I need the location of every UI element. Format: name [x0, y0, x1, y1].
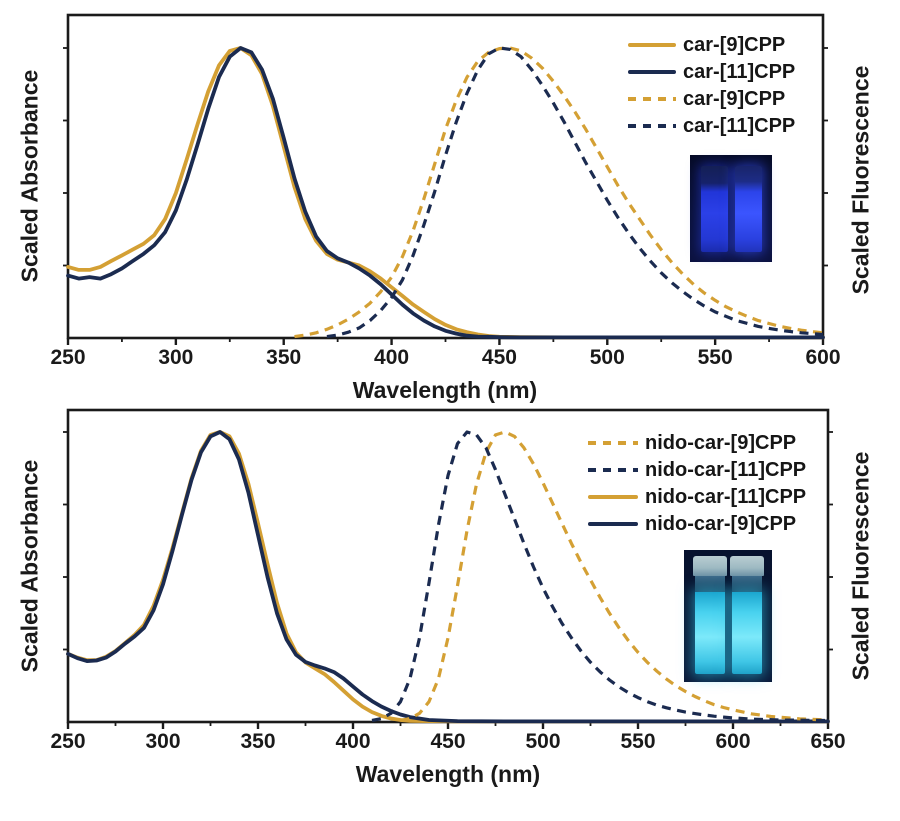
x-tick-label: 500 [589, 346, 625, 369]
cuvette-left [692, 556, 727, 674]
cuvette-cap [692, 556, 727, 576]
x-tick-label: 600 [805, 346, 841, 369]
legend-label: car-[11]CPP [683, 60, 796, 83]
solid-line-sample [588, 521, 638, 526]
y-axis-title-right-top: Scaled Fluorescence [847, 65, 874, 295]
x-tick-label: 550 [697, 346, 733, 369]
legend-item: nido-car-[9]CPP [588, 510, 806, 537]
x-tick-label: 550 [620, 730, 656, 753]
y-axis-title-right-bottom: Scaled Fluorescence [847, 451, 874, 681]
legend-label: nido-car-[9]CPP [645, 431, 797, 454]
panel-1 [63, 408, 833, 729]
x-tick-label: 300 [158, 346, 194, 369]
x-tick-label: 250 [50, 730, 86, 753]
x-tick-label: 600 [715, 730, 751, 753]
x-tick-label: 250 [50, 346, 86, 369]
x-tick-label: 450 [430, 730, 466, 753]
solid-line-sample [628, 69, 676, 74]
series-fluorescence-nido-car-[11]CPP [371, 430, 829, 723]
series-fluorescence-nido-car-[9]CPP [400, 430, 829, 723]
legend-bottom: nido-car-[9]CPP nido-car-[11]CPP nido-car-… [588, 429, 806, 537]
series-absorbance-car-[11]CPP [66, 46, 825, 340]
legend-item: nido-car-[11]CPP [588, 483, 806, 510]
cuvette-right [729, 556, 764, 674]
x-tick-label: 300 [145, 730, 181, 753]
legend-item: car-[11]CPP [628, 58, 795, 85]
legend-top: car-[9]CPP car-[11]CPP car-[9]CPP car-[11]C… [628, 31, 795, 139]
series-fluorescence-car-[11]CPP [326, 46, 824, 339]
x-tick-label: 450 [481, 346, 517, 369]
x-axis-title-bottom: Wavelength (nm) [355, 761, 541, 787]
solid-line-sample [588, 494, 638, 499]
cuvette-left [700, 166, 728, 252]
legend-label: car-[9]CPP [683, 33, 786, 56]
solid-line-sample [628, 42, 676, 47]
cuvette-cap [729, 556, 764, 576]
uv-photo-inset-top [690, 155, 772, 262]
x-tick-label: 350 [266, 346, 302, 369]
panel-0 [63, 13, 828, 345]
dashed-line-sample [588, 467, 638, 472]
legend-label: car-[11]CPP [683, 114, 796, 137]
cuvette-neck [731, 576, 762, 592]
legend-item: car-[11]CPP [628, 112, 795, 139]
x-tick-label: 400 [374, 346, 410, 369]
cuvette-neck [694, 576, 725, 592]
dashed-line-sample [588, 440, 638, 445]
x-tick-label: 650 [810, 730, 846, 753]
dashed-line-sample [628, 123, 676, 128]
y-axis-title-left-top: Scaled Absorbance [16, 69, 43, 283]
series-absorbance-car-[9]CPP [66, 46, 825, 340]
cuvette-liquid [731, 592, 762, 674]
x-axis-title-top: Wavelength (nm) [352, 377, 538, 403]
x-tick-label: 350 [240, 730, 276, 753]
legend-item: car-[9]CPP [628, 85, 795, 112]
legend-label: nido-car-[9]CPP [645, 512, 797, 535]
uv-photo-inset-bottom [684, 550, 772, 682]
cuvette-liquid [694, 592, 725, 674]
dashed-line-sample [628, 96, 676, 101]
x-tick-label: 500 [525, 730, 561, 753]
series-absorbance-nido-car-[9]CPP [66, 430, 830, 724]
legend-label: nido-car-[11]CPP [645, 458, 807, 481]
legend-item: nido-car-[9]CPP [588, 429, 806, 456]
legend-label: car-[9]CPP [683, 87, 786, 110]
y-axis-title-left-bottom: Scaled Absorbance [16, 459, 43, 673]
x-tick-label: 400 [335, 730, 371, 753]
series-fluorescence-car-[9]CPP [294, 46, 824, 339]
legend-label: nido-car-[11]CPP [645, 485, 807, 508]
legend-item: car-[9]CPP [628, 31, 795, 58]
legend-item: nido-car-[11]CPP [588, 456, 806, 483]
cuvette-right [734, 166, 762, 252]
